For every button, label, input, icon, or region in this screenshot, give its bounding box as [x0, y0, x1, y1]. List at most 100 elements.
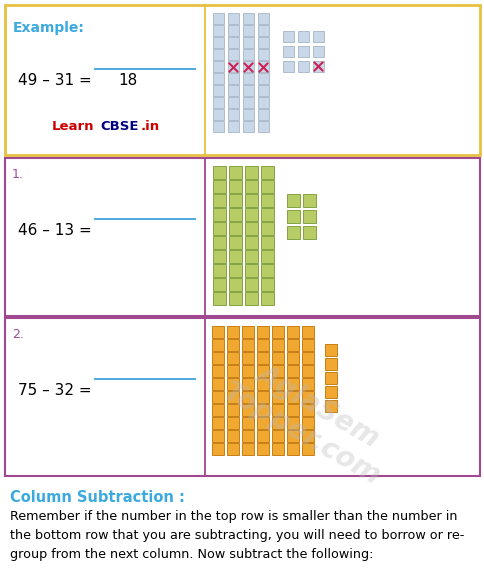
Bar	[228, 292, 242, 305]
Text: Learn: Learn	[52, 120, 94, 133]
Bar	[272, 391, 284, 403]
Text: the bottom row that you are subtracting, you will need to borrow or re-: the bottom row that you are subtracting,…	[10, 529, 463, 542]
Bar	[287, 326, 298, 338]
Bar	[260, 278, 273, 291]
Text: 75 – 32 =: 75 – 32 =	[18, 383, 96, 398]
Bar	[212, 194, 226, 207]
Bar	[272, 443, 284, 455]
Bar	[257, 378, 269, 390]
Bar	[242, 49, 254, 60]
Bar	[244, 222, 257, 235]
Bar	[257, 25, 269, 36]
Bar	[242, 85, 254, 96]
Bar	[242, 121, 254, 132]
Bar	[242, 97, 254, 108]
Text: 49 – 31 =: 49 – 31 =	[18, 73, 96, 88]
Bar	[242, 404, 254, 416]
Bar	[227, 417, 239, 429]
Bar	[272, 326, 284, 338]
Bar	[212, 326, 224, 338]
Bar	[287, 352, 298, 364]
Bar	[227, 121, 239, 132]
Bar	[324, 344, 336, 356]
Bar	[260, 208, 273, 221]
FancyBboxPatch shape	[5, 318, 479, 476]
Bar	[283, 61, 293, 72]
Bar	[227, 97, 239, 108]
Bar	[302, 352, 313, 364]
Bar	[283, 46, 293, 57]
Bar	[242, 391, 254, 403]
Bar	[227, 352, 239, 364]
Bar	[257, 326, 269, 338]
Bar	[302, 430, 313, 442]
Bar	[242, 25, 254, 36]
Bar	[302, 404, 313, 416]
Bar	[257, 121, 269, 132]
Text: 2.: 2.	[12, 328, 24, 341]
Bar	[228, 180, 242, 193]
Bar	[244, 208, 257, 221]
Bar	[212, 85, 224, 96]
Bar	[287, 430, 298, 442]
Bar	[257, 443, 269, 455]
Bar	[242, 37, 254, 48]
Bar	[297, 31, 308, 42]
Bar	[257, 49, 269, 60]
Bar	[212, 73, 224, 84]
Text: AglaSem
Topper.com: AglaSem Topper.com	[217, 350, 401, 491]
Bar	[212, 378, 224, 390]
Text: 18: 18	[118, 73, 137, 88]
Bar	[228, 250, 242, 263]
Bar	[302, 210, 316, 223]
Bar	[212, 208, 226, 221]
Bar	[272, 365, 284, 377]
Bar	[287, 378, 298, 390]
Bar	[260, 264, 273, 277]
Bar	[324, 386, 336, 398]
Bar	[242, 13, 254, 24]
Bar	[272, 404, 284, 416]
Bar	[227, 37, 239, 48]
Bar	[244, 166, 257, 179]
Bar	[302, 378, 313, 390]
Bar	[272, 352, 284, 364]
Bar	[242, 73, 254, 84]
Bar	[242, 352, 254, 364]
Bar	[287, 404, 298, 416]
Bar	[244, 250, 257, 263]
Bar	[212, 97, 224, 108]
Bar	[287, 417, 298, 429]
Bar	[227, 339, 239, 351]
Bar	[212, 180, 226, 193]
Bar	[287, 365, 298, 377]
Bar	[257, 404, 269, 416]
Bar	[312, 31, 323, 42]
Bar	[257, 109, 269, 120]
Bar	[257, 37, 269, 48]
Bar	[212, 236, 226, 249]
Bar	[212, 264, 226, 277]
Bar	[242, 365, 254, 377]
Bar	[228, 278, 242, 291]
Bar	[244, 194, 257, 207]
FancyBboxPatch shape	[5, 5, 479, 155]
Bar	[212, 109, 224, 120]
Bar	[260, 292, 273, 305]
Bar	[257, 97, 269, 108]
Bar	[242, 61, 254, 72]
Bar	[272, 417, 284, 429]
Bar	[302, 365, 313, 377]
Bar	[227, 61, 239, 72]
Bar	[228, 236, 242, 249]
Bar	[244, 278, 257, 291]
Bar	[228, 166, 242, 179]
Bar	[244, 236, 257, 249]
Bar	[302, 326, 313, 338]
Bar	[227, 13, 239, 24]
Bar	[257, 352, 269, 364]
Bar	[257, 85, 269, 96]
Bar	[257, 391, 269, 403]
Bar	[212, 339, 224, 351]
Bar	[242, 430, 254, 442]
